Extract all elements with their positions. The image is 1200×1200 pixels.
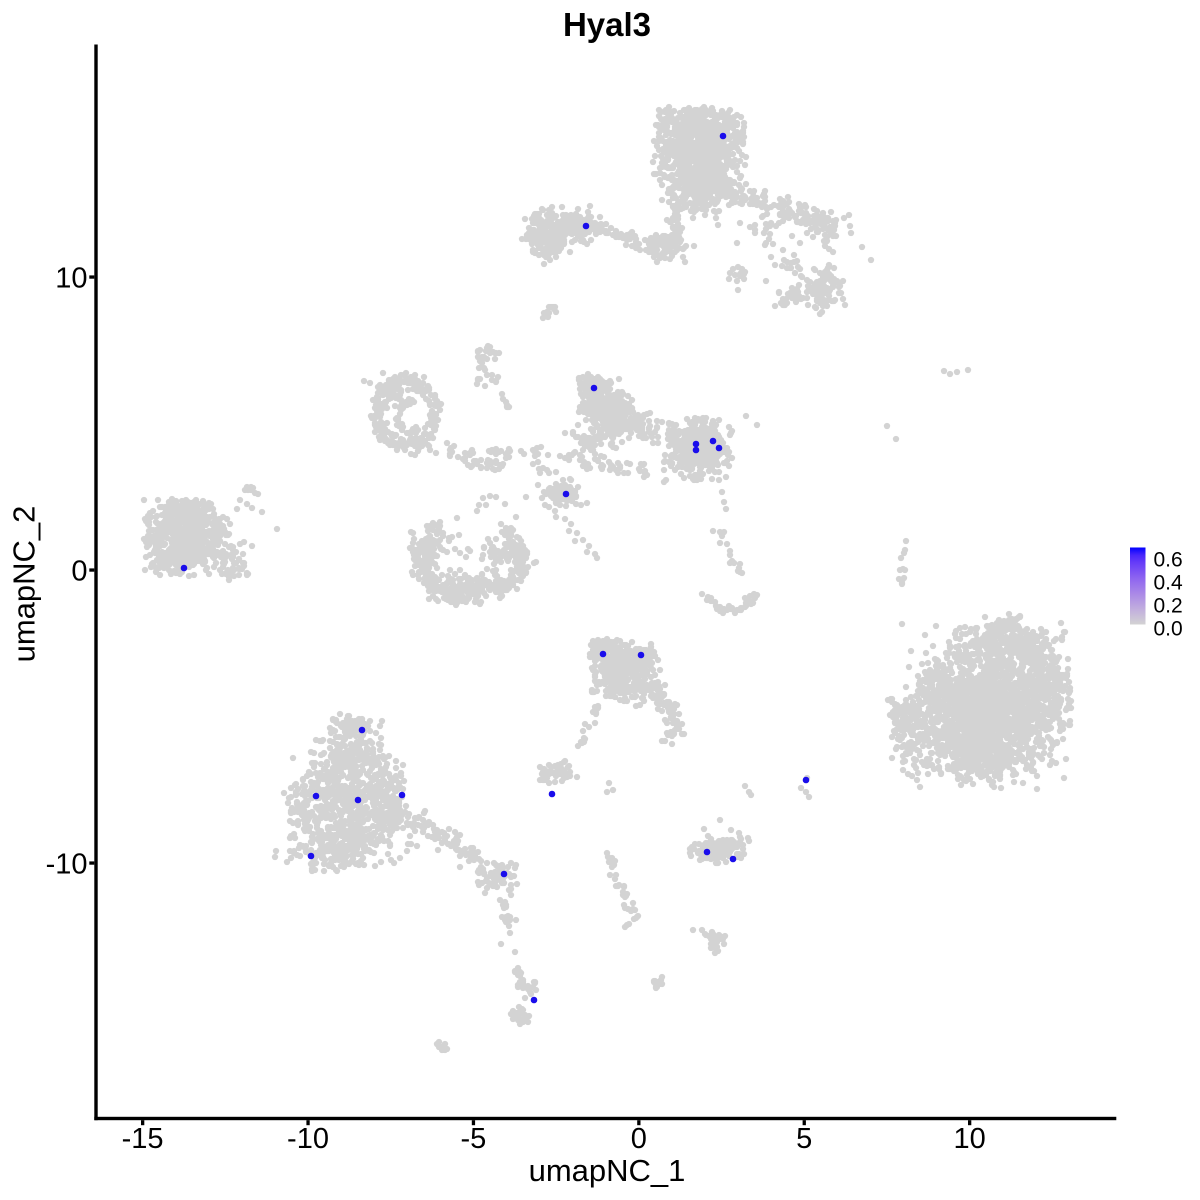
svg-text:Hyal3: Hyal3 [563, 6, 651, 43]
svg-text:0.0: 0.0 [1154, 618, 1183, 641]
svg-text:umapNC_1: umapNC_1 [529, 1153, 686, 1188]
svg-text:-5: -5 [461, 1123, 487, 1155]
svg-text:0: 0 [631, 1123, 647, 1155]
svg-text:5: 5 [796, 1123, 812, 1155]
svg-text:-10: -10 [46, 848, 88, 880]
svg-text:-15: -15 [122, 1123, 164, 1155]
svg-text:0.2: 0.2 [1154, 595, 1183, 618]
svg-text:0: 0 [71, 555, 87, 587]
svg-text:10: 10 [953, 1123, 985, 1155]
svg-text:0.4: 0.4 [1154, 572, 1184, 595]
svg-text:0.6: 0.6 [1154, 549, 1183, 572]
svg-text:10: 10 [55, 262, 87, 294]
svg-text:-10: -10 [287, 1123, 329, 1155]
svg-text:umapNC_2: umapNC_2 [7, 506, 42, 663]
